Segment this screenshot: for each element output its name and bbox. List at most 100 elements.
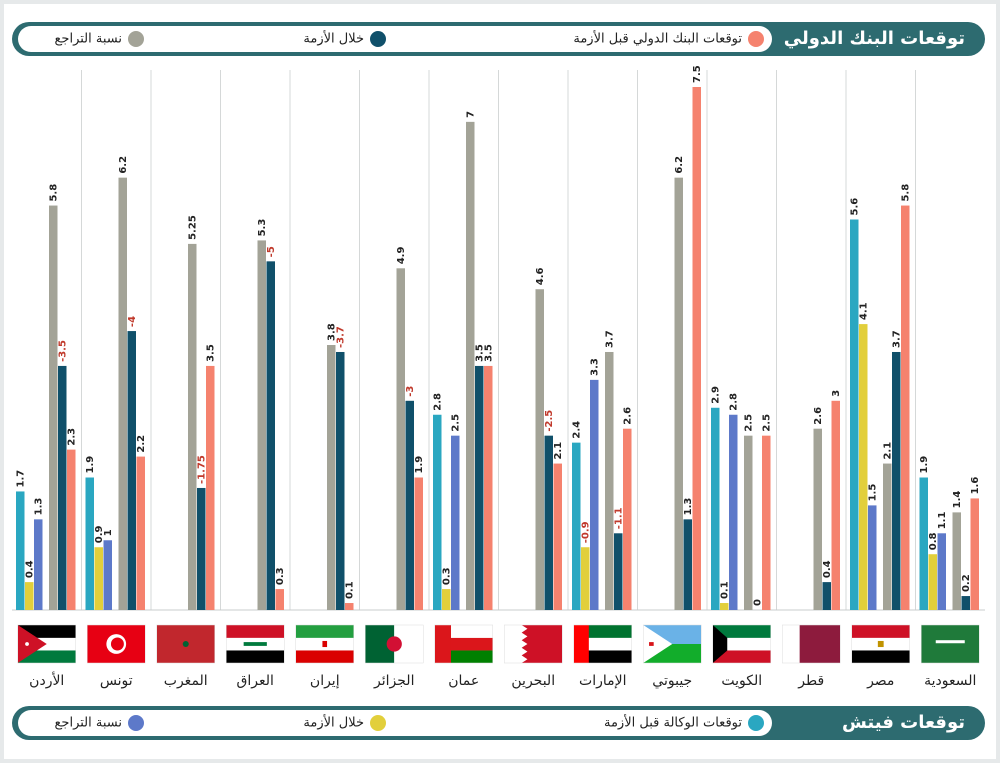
flag <box>573 624 632 664</box>
flag-border <box>643 624 702 664</box>
flag-part <box>110 637 124 651</box>
flag-part <box>712 650 771 663</box>
bar <box>336 351 345 610</box>
value-label: 0.8 <box>928 532 939 550</box>
category-label: البحرين <box>511 673 555 689</box>
bar <box>813 428 822 610</box>
value-label: 2.6 <box>813 407 824 425</box>
flag-part <box>17 625 47 663</box>
value-label: 1.9 <box>85 456 96 474</box>
bar <box>744 435 753 610</box>
legend-label: توقعات البنك الدولي قبل الأزمة <box>573 30 742 47</box>
bar <box>345 603 354 610</box>
legend-swatch <box>128 31 144 47</box>
bar <box>614 533 623 610</box>
bar <box>970 498 979 610</box>
value-label: 3.5 <box>484 344 495 362</box>
flag-part <box>573 625 589 663</box>
legend-label: توقعات الوكالة قبل الأزمة <box>604 714 742 731</box>
value-label: 0.4 <box>25 560 36 578</box>
value-label: -5 <box>266 246 277 257</box>
value-label: 4.9 <box>396 247 407 265</box>
legend-label: نسبة التراجع <box>55 32 122 47</box>
value-label: 2.9 <box>711 386 722 404</box>
bar <box>729 414 738 610</box>
flag-part <box>935 640 965 644</box>
value-label: 6.2 <box>118 156 129 174</box>
bar <box>683 519 692 610</box>
flag-border <box>17 624 76 664</box>
flag <box>226 624 285 664</box>
flag <box>782 624 841 664</box>
flag-part <box>643 625 673 663</box>
value-label: 5.25 <box>188 215 199 240</box>
flag-border <box>504 624 563 664</box>
flag-part <box>243 642 267 646</box>
category-label: الجزائر <box>373 673 414 689</box>
bar <box>275 589 284 610</box>
legend-label: خلال الأزمة <box>303 30 364 47</box>
value-label: 0.4 <box>822 560 833 578</box>
flag <box>712 624 771 664</box>
value-label: 5.8 <box>49 184 60 202</box>
flag-border <box>921 624 980 664</box>
flag-part <box>386 636 402 652</box>
bar <box>822 582 831 610</box>
bar <box>197 487 206 610</box>
category-label: السعودية <box>924 673 976 689</box>
value-label: -2.5 <box>544 410 555 432</box>
category-label: إيران <box>310 673 340 689</box>
value-label: -0.9 <box>581 521 592 543</box>
value-label: 0.3 <box>275 567 286 585</box>
category-label: قطر <box>797 673 824 689</box>
bar <box>466 121 475 610</box>
value-label: 4.6 <box>535 267 546 285</box>
value-label: -1.75 <box>197 455 208 484</box>
value-label: 2.3 <box>67 428 78 446</box>
value-label: 1.9 <box>919 456 930 474</box>
bar <box>623 428 632 610</box>
flag <box>504 624 563 664</box>
legend-label: نسبة التراجع <box>55 716 122 731</box>
value-label: 3.5 <box>206 344 217 362</box>
value-label: 1.5 <box>868 484 879 502</box>
bar <box>396 268 405 610</box>
legend-swatch <box>748 31 764 47</box>
bar <box>674 177 683 611</box>
flag-part <box>434 625 451 663</box>
bar <box>127 331 136 610</box>
category-label: الأردن <box>29 671 64 689</box>
value-label: 3.3 <box>590 358 601 376</box>
bar <box>206 365 215 610</box>
value-label: 1 <box>103 529 114 536</box>
bar <box>883 463 892 610</box>
legend-box <box>18 710 772 736</box>
flag <box>87 624 146 664</box>
bar <box>103 540 112 610</box>
bar <box>544 435 553 610</box>
flag-part <box>226 650 285 663</box>
bar <box>892 351 901 610</box>
value-label: 3 <box>831 390 842 397</box>
value-label: 2.1 <box>883 442 894 460</box>
bar <box>937 533 946 610</box>
flag-part <box>877 640 884 648</box>
group-title: توقعات فيتش <box>842 712 965 733</box>
value-label: 6.2 <box>674 156 685 174</box>
value-label: 0.2 <box>961 574 972 592</box>
value-label: 1.4 <box>952 491 963 509</box>
value-label: 2.6 <box>623 407 634 425</box>
flag-border <box>782 624 841 664</box>
bar <box>572 442 581 610</box>
bar <box>442 589 451 610</box>
value-label: 1.3 <box>683 498 694 516</box>
flag-border <box>712 624 771 664</box>
value-label: 2.5 <box>451 414 462 432</box>
bar <box>868 505 877 610</box>
bar <box>692 87 701 610</box>
bar <box>535 289 544 610</box>
value-label: 1.3 <box>34 498 45 516</box>
bar <box>484 365 493 610</box>
flag-border <box>434 624 493 664</box>
